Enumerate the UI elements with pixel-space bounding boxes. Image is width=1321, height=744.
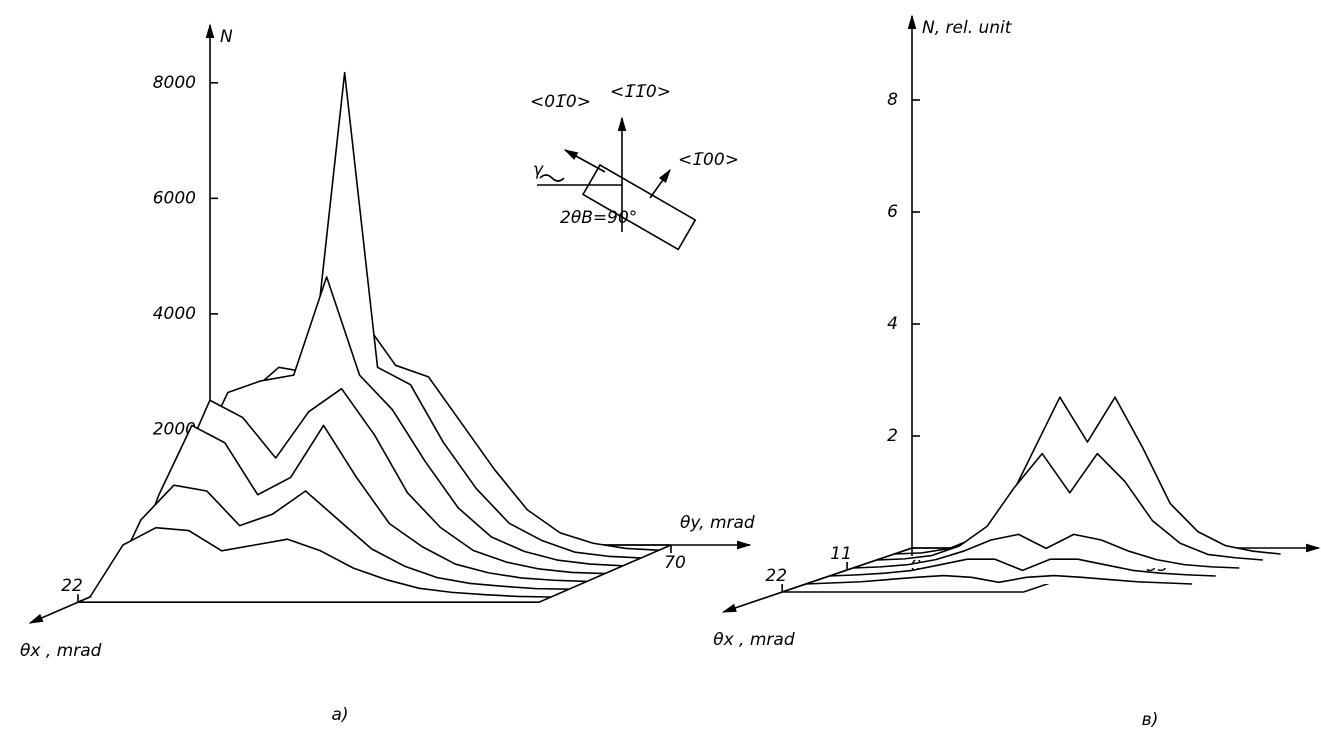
y-tick-label: 4000: [153, 304, 196, 324]
z-tick-label: 22: [61, 576, 83, 596]
profile-mask: [829, 559, 1216, 576]
z-axis: [721, 547, 913, 613]
photon-label: γ: [533, 160, 544, 180]
photon-wave: [539, 174, 565, 182]
profile-mask: [876, 453, 1263, 560]
direction-label: <1̄00>: [678, 150, 739, 170]
y-tick-label: 6000: [153, 188, 196, 208]
profile-line: [829, 558, 1216, 577]
direction-arrow: [649, 168, 671, 199]
profile-line: [894, 396, 1281, 555]
profile-line: [107, 484, 569, 590]
crystal-inset: <01̄0> <1̄1̄0> <1̄00> γ 2θB=90°: [530, 82, 739, 251]
x-axis-label: θy, mrad: [680, 513, 755, 533]
panel-label: в): [1142, 710, 1159, 730]
direction-arrow: [563, 149, 606, 173]
y-axis-label: N, rel. unit: [922, 18, 1013, 38]
profile-mask: [853, 534, 1240, 568]
z-tick-label: 11: [830, 544, 852, 564]
y-tick-label: 2000: [153, 419, 196, 439]
profile-line: [876, 452, 1263, 561]
profile-line: [143, 387, 606, 575]
z-axis-label: θx , mrad: [713, 630, 795, 650]
x-tick-label: 70: [664, 553, 686, 573]
y-tick-label: 8: [887, 90, 898, 110]
angle-label: 2θB=90°: [560, 208, 637, 228]
profile-line: [852, 533, 1240, 569]
profile-line: [89, 526, 551, 598]
panel-label: a): [331, 705, 348, 725]
crystal: [581, 163, 697, 251]
direction-label: <01̄0>: [530, 92, 591, 112]
y-tick-label: 4: [887, 314, 898, 334]
profile-mask: [90, 527, 551, 597]
y-tick-label: 2: [887, 426, 898, 446]
y-tick-label: 8000: [153, 73, 196, 93]
y-tick-label: 6: [887, 202, 898, 222]
z-axis-label: θx , mrad: [20, 641, 102, 661]
direction-label: <1̄1̄0>: [610, 82, 671, 102]
profile-mask: [805, 575, 1193, 584]
z-tick-label: 22: [765, 566, 787, 586]
profile-line: [125, 424, 588, 583]
profile-line: [161, 276, 624, 567]
profile-line: [805, 574, 1193, 585]
y-axis-label: N: [220, 27, 233, 47]
